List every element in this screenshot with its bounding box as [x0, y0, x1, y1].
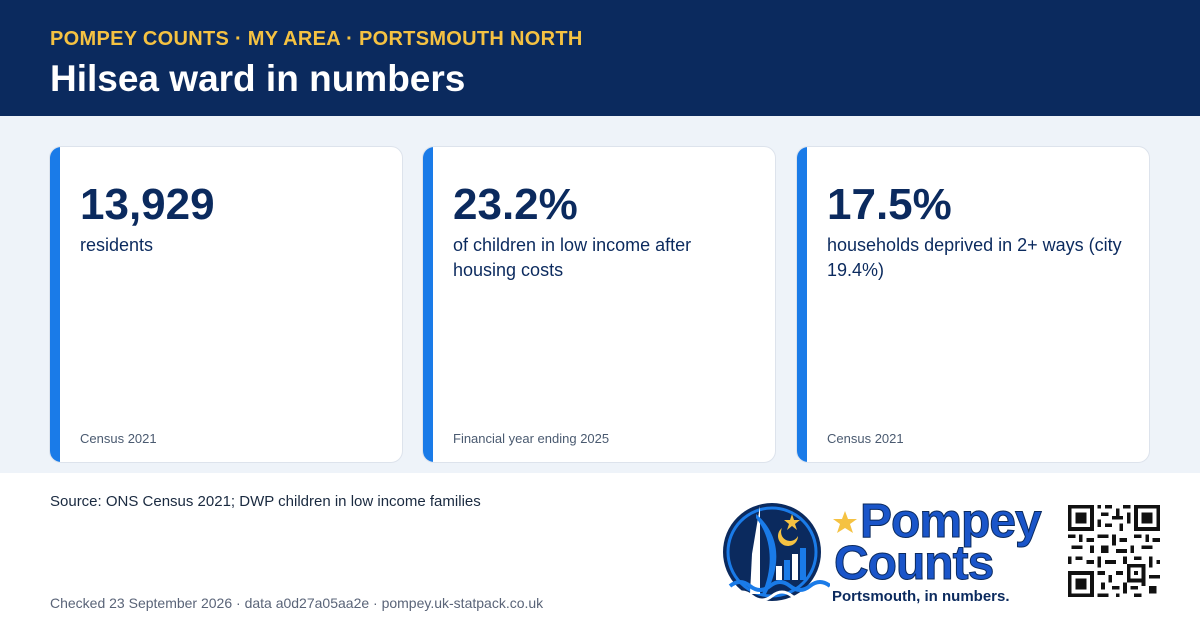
card-accent-bar	[50, 147, 60, 462]
stat-value: 23.2%	[453, 180, 578, 229]
stat-card-child-poverty: 23.2% of children in low income after ho…	[422, 146, 776, 463]
stat-note: Census 2021	[80, 431, 157, 446]
card-accent-bar	[797, 147, 807, 462]
stat-note: Financial year ending 2025	[453, 431, 610, 446]
star-icon	[833, 511, 857, 533]
stat-value: 17.5%	[827, 180, 952, 229]
stat-card-deprivation: 17.5% households deprived in 2+ ways (ci…	[796, 146, 1150, 463]
header-banner: POMPEY COUNTS · MY AREA · PORTSMOUTH NOR…	[0, 0, 1200, 116]
footer-meta: Checked 23 September 2026 · data a0d27a0…	[50, 595, 544, 611]
logo-tagline: Portsmouth, in numbers.	[832, 588, 1010, 605]
stat-value: 13,929	[80, 180, 215, 229]
pompey-counts-logo: Pompey Counts Portsmouth, in numbers.	[720, 494, 1043, 614]
stat-description: of children in low income after housing …	[453, 235, 692, 280]
breadcrumb-kicker: POMPEY COUNTS · MY AREA · PORTSMOUTH NOR…	[50, 28, 583, 50]
logo-wordmark-line1: Pompey	[860, 495, 1043, 548]
stat-note: Census 2021	[827, 431, 904, 446]
stat-card-residents: 13,929 residents Census 2021	[49, 146, 403, 463]
spinnaker-tower-star-crescent-icon	[723, 503, 830, 602]
card-accent-bar	[423, 147, 433, 462]
page-title: Hilsea ward in numbers	[50, 58, 466, 99]
stat-description: residents	[80, 235, 154, 255]
source-note: Source: ONS Census 2021; DWP children in…	[50, 493, 481, 510]
qr-code-icon[interactable]	[1068, 505, 1160, 597]
stat-description: households deprived in 2+ ways (city 19.…	[827, 235, 1122, 280]
logo-wordmark-line2: Counts	[833, 537, 994, 590]
